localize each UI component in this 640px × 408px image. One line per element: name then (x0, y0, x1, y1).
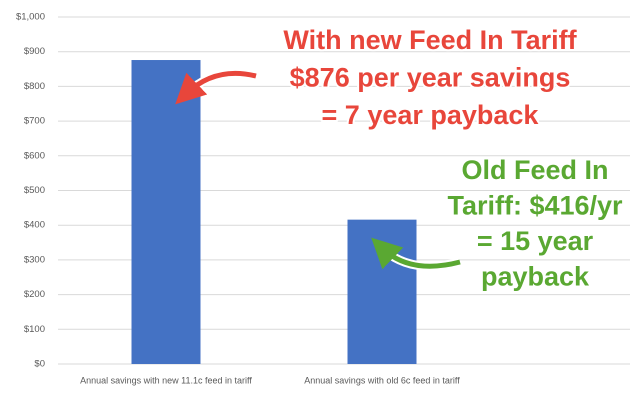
annotation: Old Feed In (461, 155, 608, 185)
y-tick-label: $100 (24, 324, 45, 335)
y-tick-label: $400 (24, 220, 45, 231)
annotation: = 15 year (477, 226, 594, 256)
arrow (371, 237, 461, 270)
y-tick-label: $1,000 (16, 12, 45, 23)
annotation: $876 per year savings (290, 63, 571, 93)
y-tick-label: $600 (24, 150, 45, 161)
y-tick-label: $300 (24, 254, 45, 265)
annotation: = 7 year payback (322, 100, 540, 130)
annotation: Tariff: $416/yr (447, 191, 623, 221)
y-tick-label: $0 (34, 359, 45, 370)
x-tick-label: Annual savings with new 11.1c feed in ta… (80, 375, 252, 385)
y-tick-label: $500 (24, 185, 45, 196)
y-tick-label: $800 (24, 81, 45, 92)
bar (347, 219, 417, 364)
annotation: payback (481, 262, 590, 292)
y-tick-label: $900 (24, 46, 45, 57)
y-tick-label: $700 (24, 116, 45, 127)
bar (131, 60, 201, 364)
x-tick-label: Annual savings with old 6c feed in tarif… (304, 375, 460, 385)
y-tick-label: $200 (24, 289, 45, 300)
arrow (175, 70, 257, 105)
annotation: With new Feed In Tariff (283, 25, 577, 55)
